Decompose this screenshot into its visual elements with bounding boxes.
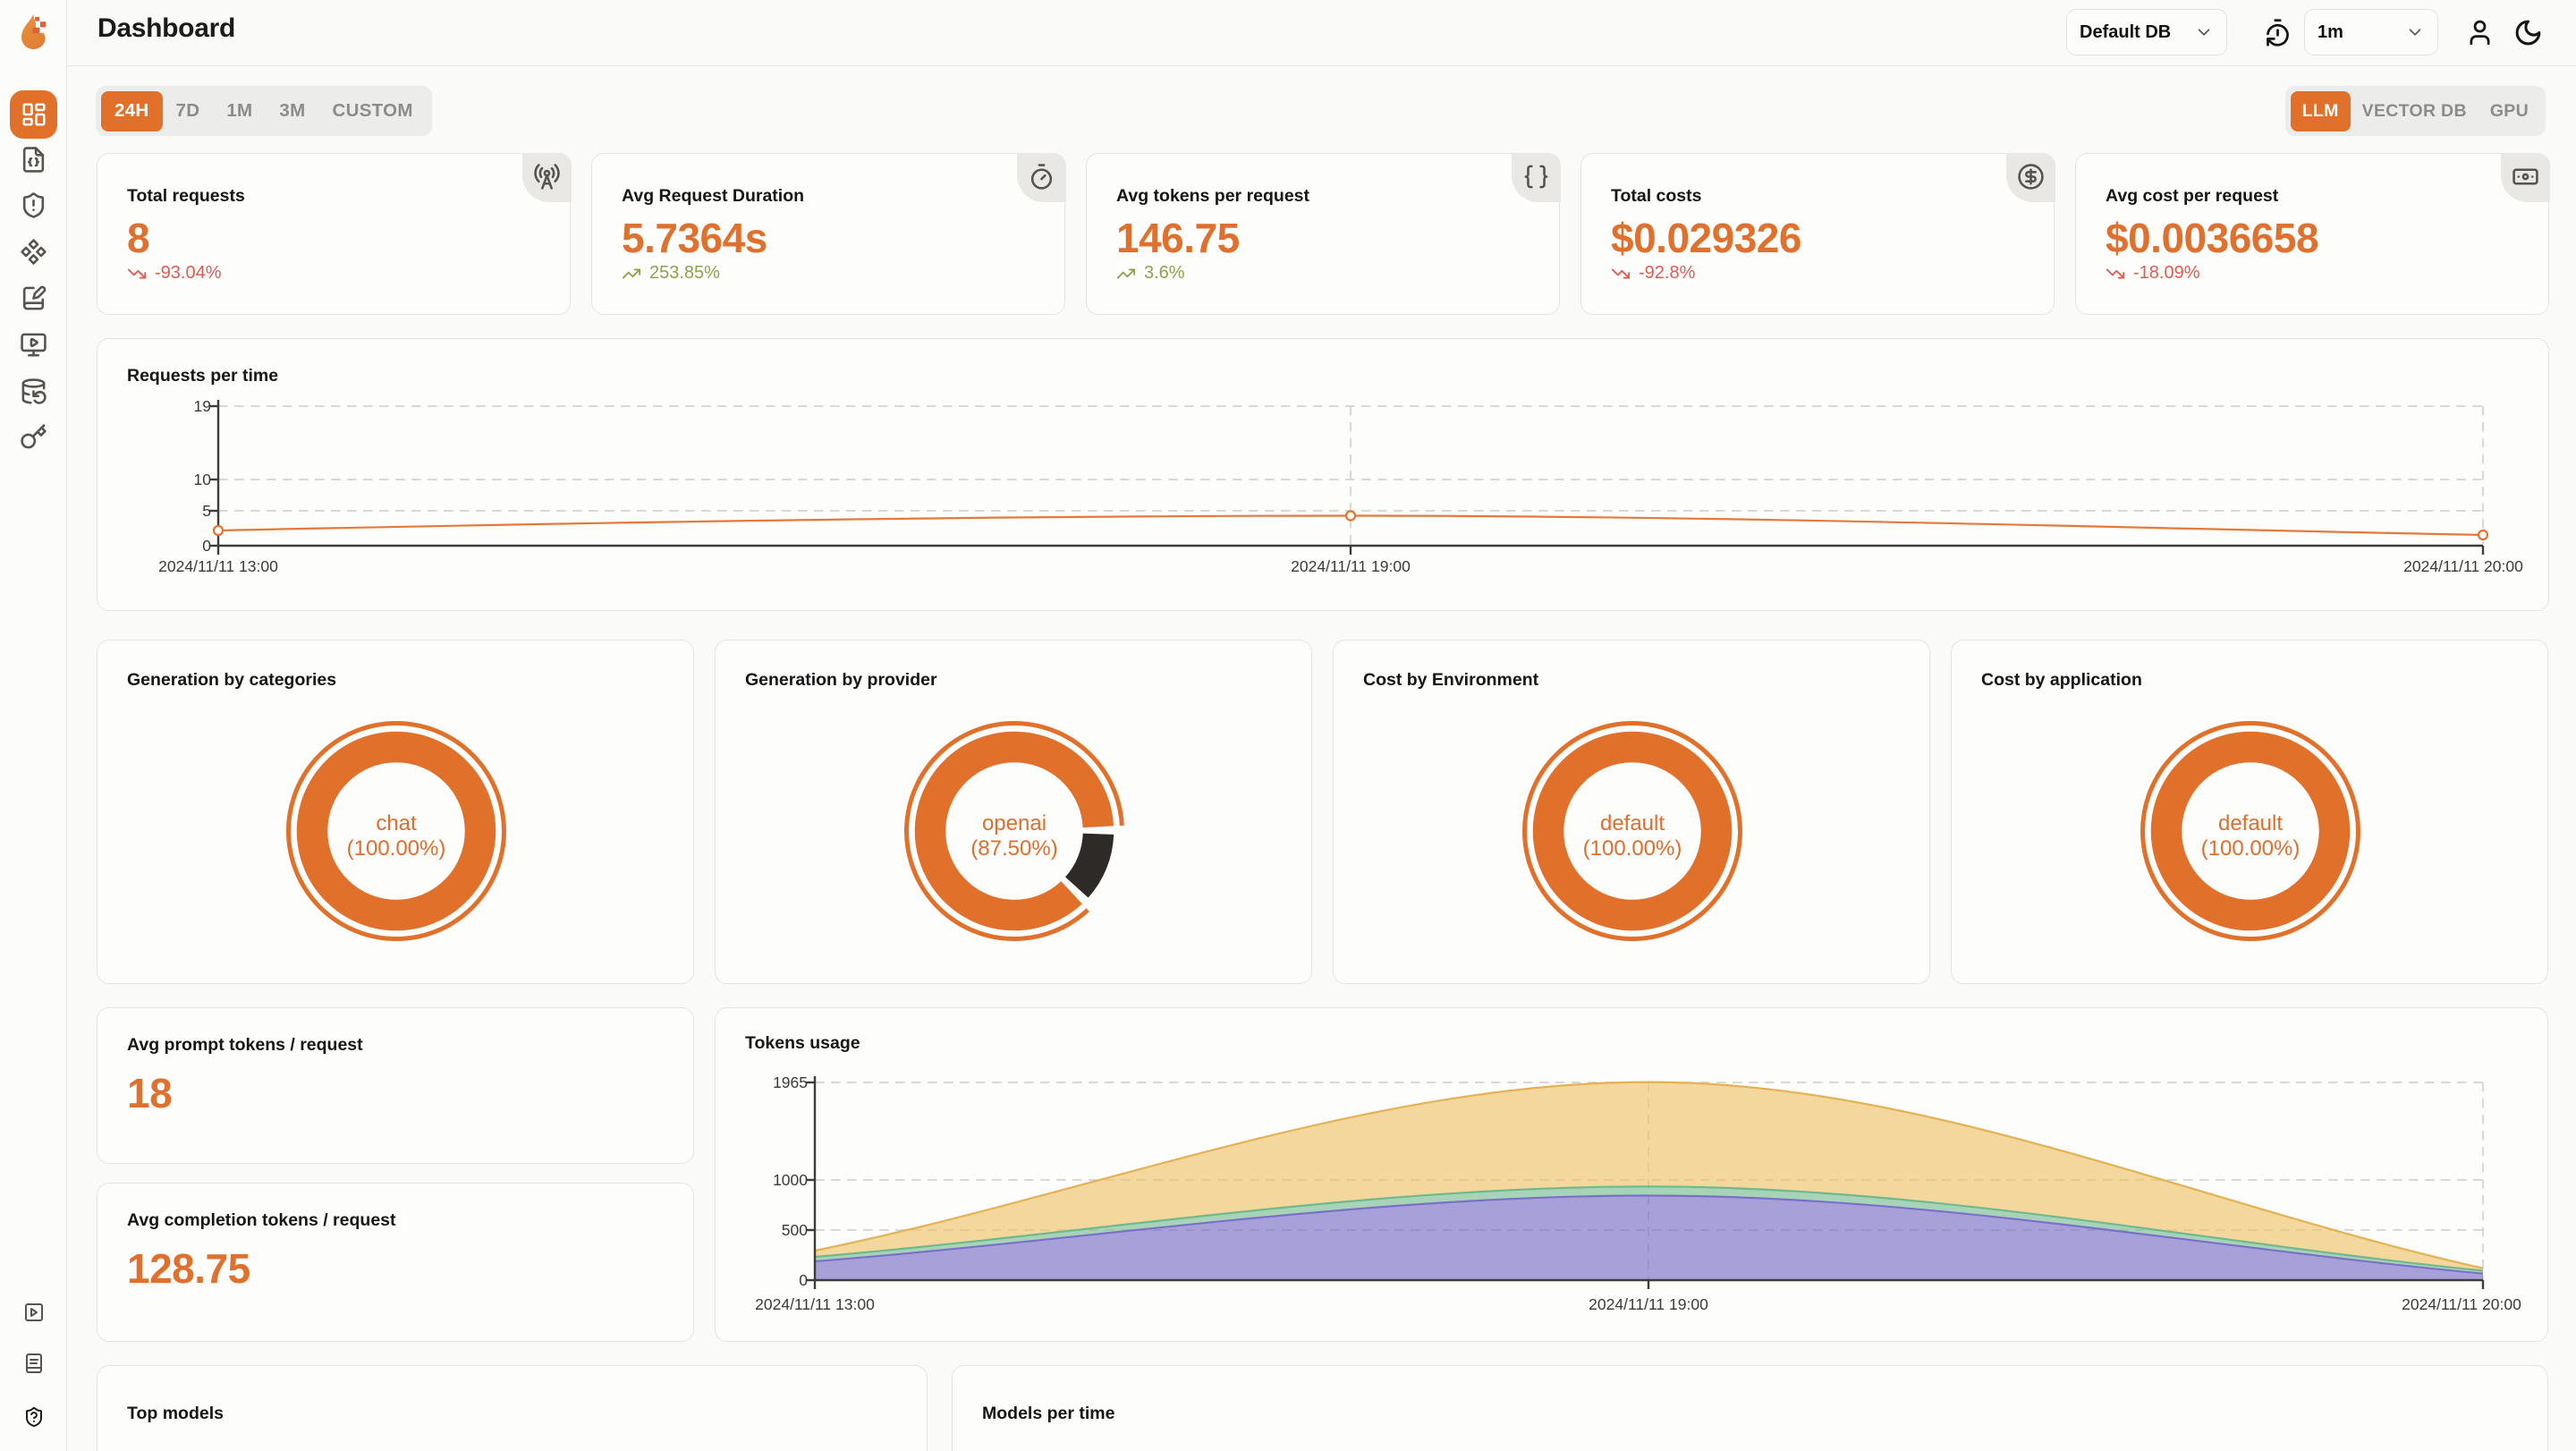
svg-text:2024/11/11 19:00: 2024/11/11 19:00	[1589, 1295, 1708, 1313]
svg-text:(87.50%): (87.50%)	[970, 836, 1057, 861]
svg-text:10: 10	[194, 471, 212, 488]
svg-text:2024/11/11 20:00: 2024/11/11 20:00	[2402, 1295, 2521, 1313]
svg-text:1965: 1965	[773, 1073, 808, 1091]
svg-text:2024/11/11 13:00: 2024/11/11 13:00	[158, 557, 278, 575]
svg-text:0: 0	[202, 537, 211, 555]
svg-text:1000: 1000	[773, 1171, 808, 1189]
svg-text:(100.00%): (100.00%)	[347, 836, 446, 861]
svg-text:default: default	[2218, 811, 2283, 836]
svg-text:2024/11/11 20:00: 2024/11/11 20:00	[2403, 557, 2523, 575]
svg-text:2024/11/11 19:00: 2024/11/11 19:00	[1291, 557, 1411, 575]
svg-text:2024/11/11 13:00: 2024/11/11 13:00	[755, 1295, 875, 1313]
svg-text:openai: openai	[982, 811, 1046, 836]
svg-text:default: default	[1600, 811, 1665, 836]
svg-text:chat: chat	[376, 811, 417, 836]
svg-text:19: 19	[194, 397, 211, 415]
svg-text:(100.00%): (100.00%)	[2201, 836, 2301, 861]
svg-text:5: 5	[202, 502, 211, 520]
svg-text:0: 0	[799, 1271, 808, 1289]
svg-text:(100.00%): (100.00%)	[1583, 836, 1682, 861]
svg-text:500: 500	[782, 1221, 808, 1239]
